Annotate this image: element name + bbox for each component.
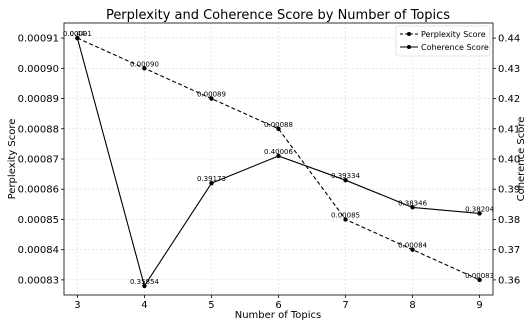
coherence-score-data-label: 0.44	[70, 30, 86, 38]
y-right-tick-label: 0.44	[498, 34, 520, 45]
coherence-score-point	[142, 283, 147, 289]
coherence-score-point	[343, 177, 348, 183]
x-tick-label: 4	[141, 300, 147, 311]
y-right-tick-label: 0.39	[498, 185, 520, 196]
legend-perplexity-marker	[407, 32, 411, 36]
perplexity-score-data-label: 0.00090	[130, 60, 159, 68]
y-left-tick-label: 0.00087	[18, 155, 59, 166]
y-left-tick-label: 0.00084	[18, 245, 59, 256]
perplexity-score-point	[477, 277, 482, 283]
y-right-tick-label: 0.38	[498, 215, 520, 226]
coherence-score-point	[276, 153, 281, 159]
coherence-score-data-label: 0.40006	[264, 148, 293, 156]
series-layer	[75, 35, 482, 289]
coherence-score-data-label: 0.35854	[130, 278, 159, 286]
coherence-score-point	[477, 211, 482, 216]
y-axis-left-label: Perplexity Score	[7, 119, 18, 200]
x-tick-label: 8	[409, 300, 415, 311]
y-left-tick-label: 0.00089	[18, 94, 59, 105]
perplexity-score-data-label: 0.00084	[398, 242, 427, 250]
x-tick-label: 9	[476, 300, 482, 311]
coherence-score-point	[209, 180, 214, 186]
legend-coherence-label: Coherence Score	[421, 43, 489, 52]
y-axis-right-label: Coherence Score	[516, 117, 527, 202]
chart-title: Perplexity and Coherence Score by Number…	[106, 8, 450, 23]
x-tick-label: 6	[275, 300, 281, 311]
perplexity-score-data-label: 0.00091	[63, 30, 92, 38]
y-left-tick-label: 0.00090	[18, 64, 59, 75]
y-left-tick-label: 0.00091	[18, 34, 59, 45]
coherence-score-point	[410, 205, 415, 210]
perplexity-score-data-label: 0.00088	[264, 121, 293, 129]
perplexity-score-point	[410, 247, 415, 252]
legend-box	[395, 25, 491, 57]
y-right-tick-label: 0.41	[498, 124, 520, 135]
x-axis-label: Number of Topics	[235, 310, 322, 321]
coherence-score-point	[75, 35, 80, 41]
perplexity-score-point	[343, 217, 348, 222]
y-left-tick-label: 0.00088	[18, 124, 59, 135]
y-right-tick-label: 0.40	[498, 155, 520, 166]
perplexity-score-data-label: 0.00083	[465, 272, 494, 280]
y-right-tick-label: 0.42	[498, 94, 520, 105]
coherence-score-data-label: 0.38346	[398, 199, 427, 207]
x-tick-label: 5	[208, 300, 214, 311]
legend-perplexity-label: Perplexity Score	[421, 30, 486, 39]
perplexity-score-point	[276, 126, 281, 131]
coherence-score-data-label: 0.38204	[465, 205, 494, 213]
label-layer: 0.00091 0.00090 0.00089 0.00088 0.00085 0.000…	[63, 30, 495, 286]
coherence-score-data-label: 0.39334	[331, 172, 360, 180]
legend-coherence-marker	[407, 45, 411, 49]
perplexity-score-data-label: 0.00089	[197, 91, 226, 99]
y-right-tick-label: 0.37	[498, 245, 520, 256]
grid-layer	[64, 23, 493, 295]
legend: Perplexity Score Coherence Score	[395, 25, 491, 57]
y-left-tick-label: 0.00086	[18, 185, 59, 196]
y-left-tick-label: 0.00085	[18, 215, 59, 226]
x-tick-label: 3	[74, 300, 80, 311]
x-tick-label: 7	[342, 300, 348, 311]
y-right-tick-label: 0.43	[498, 64, 520, 75]
axis-layer: 3 4 5 6 7 8 9 0.00083 0.00084 0.00085 0.00086 0.000…	[18, 34, 521, 311]
y-right-tick-label: 0.36	[498, 275, 520, 286]
perplexity-score-point	[209, 96, 214, 101]
coherence-score-data-label: 0.39173	[197, 175, 226, 183]
perplexity-score-point	[142, 66, 147, 71]
perplexity-score-data-label: 0.00085	[331, 211, 360, 219]
y-left-tick-label: 0.00083	[18, 275, 59, 286]
